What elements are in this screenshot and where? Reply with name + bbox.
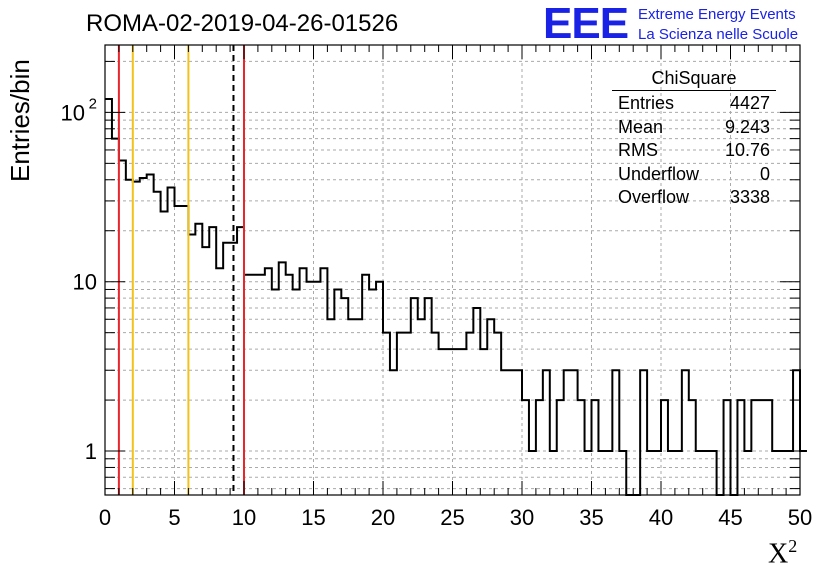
logo-line-1: Extreme Energy Events xyxy=(638,6,796,23)
stats-label: RMS xyxy=(618,140,658,160)
y-tick-label: 1 xyxy=(85,439,97,464)
y-tick-label-exponent: 2 xyxy=(89,95,97,112)
stats-value: 10.76 xyxy=(724,140,770,160)
y-axis-label: Entries/bin xyxy=(5,59,35,182)
x-axis-label: X2 xyxy=(768,536,797,570)
x-tick-label: 0 xyxy=(99,505,111,530)
stats-value: 3338 xyxy=(729,187,770,207)
x-tick-label: 20 xyxy=(371,505,395,530)
axes xyxy=(104,44,801,496)
reference-lines xyxy=(117,45,245,495)
histogram-series xyxy=(105,97,807,496)
x-tick-label: 50 xyxy=(788,505,812,530)
x-tick-label: 10 xyxy=(232,505,256,530)
x-axis-label-base: X xyxy=(768,538,789,570)
stats-label: Entries xyxy=(618,93,675,113)
histogram-outline xyxy=(105,97,807,496)
stats-box: ChiSquare Entries 4427 Mean 9.243 RMS 10.76… xyxy=(610,68,778,211)
x-tick-label: 5 xyxy=(168,505,180,530)
stats-label: Underflow xyxy=(618,163,700,184)
x-axis-label-superscript: 2 xyxy=(788,536,798,556)
x-tick-label: 35 xyxy=(579,505,603,530)
stats-title: ChiSquare xyxy=(612,68,776,91)
run-title: ROMA-02-2019-04-26-01526 xyxy=(86,10,399,37)
x-tick-label: 45 xyxy=(718,505,742,530)
stats-row: Underflow 0 xyxy=(610,164,778,188)
stats-label: Overflow xyxy=(618,187,690,207)
x-tick-label: 15 xyxy=(301,505,325,530)
stats-row: RMS 10.76 xyxy=(610,140,778,164)
logo-line-2: La Scienza nelle Scuole xyxy=(638,26,799,43)
stats-value: 4427 xyxy=(729,93,770,113)
stats-label: Mean xyxy=(618,116,664,137)
stats-value: 0 xyxy=(759,163,770,184)
logo-mark: EEE xyxy=(543,0,629,48)
y-tick-label: 10 xyxy=(73,270,97,295)
stats-row: Mean 9.243 xyxy=(610,117,778,141)
x-tick-label: 25 xyxy=(440,505,464,530)
grid xyxy=(105,45,800,495)
stats-row: Entries 4427 xyxy=(610,93,778,117)
eee-logo: EEE Extreme Energy Events La Scienza nel… xyxy=(543,0,836,48)
stats-value: 9.243 xyxy=(724,116,770,137)
x-tick-label: 30 xyxy=(510,505,534,530)
x-tick-label: 40 xyxy=(649,505,673,530)
y-tick-label: 10 xyxy=(61,100,85,125)
stats-row: Overflow 3338 xyxy=(610,187,778,211)
